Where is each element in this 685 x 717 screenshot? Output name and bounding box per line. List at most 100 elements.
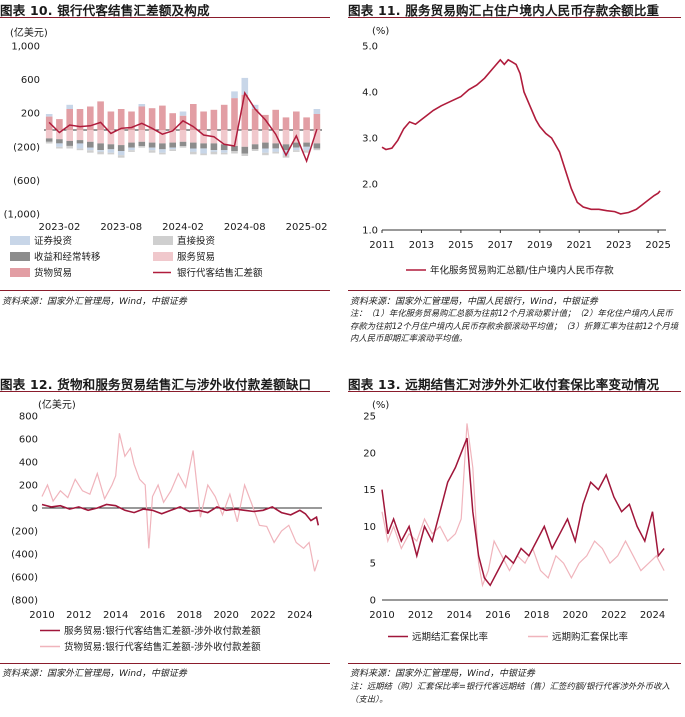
bar-segment (107, 152, 115, 155)
chart-11-plot: (%) 5.0 4.0 3.0 2.0 1.0 2011 2013 2015 2017 2019 20… (362, 26, 671, 277)
bar-segment (87, 130, 94, 142)
x-tick-label: 2018 (177, 610, 202, 621)
forward-settlement-line (381, 437, 665, 587)
panel-chart-13: 图表 13. 远期结售汇对涉外外汇收付套保比率变动情况 (%) 25 20 15 10 5… (348, 374, 685, 717)
bar-segment (169, 149, 176, 151)
bar-segment (128, 147, 135, 151)
bar-segment (107, 144, 115, 150)
bar-segment (97, 150, 104, 152)
bar-segment (66, 140, 73, 146)
bar-segment (200, 111, 207, 130)
bar-segment (190, 104, 197, 130)
bar-segment (282, 144, 290, 151)
bar-segment (117, 145, 125, 151)
bar-segment (117, 155, 125, 158)
bar-segment (138, 141, 146, 146)
bar-segment (200, 143, 207, 149)
y-tick-label: 0 (32, 504, 38, 515)
bar-segment (97, 151, 104, 155)
bottom-rule (0, 663, 330, 664)
legend-swatch (10, 236, 30, 245)
legend-swatch (153, 252, 173, 261)
bar-segment (87, 141, 94, 148)
bar-segment (179, 111, 187, 116)
panel-chart-11: 图表 11. 服务贸易购汇占住户境内人民币存款余额比重 (%) 5.0 4.0 3.0… (348, 0, 685, 360)
bar-segment (313, 130, 321, 144)
x-tick-label: 2016 (485, 610, 510, 621)
y-tick-label: 5 (370, 559, 376, 570)
x-tick-label: 2013 (409, 240, 434, 251)
bar-segment (128, 142, 135, 148)
bar-segment (169, 142, 176, 148)
bar-segment (272, 143, 279, 149)
bar-segment (179, 130, 187, 142)
legend-label: 收益和经常转移 (34, 251, 101, 263)
x-tick-label: 2024 (287, 610, 312, 621)
y-tick-label: 20 (363, 448, 376, 459)
bar-segment (241, 77, 249, 95)
bar-segment (210, 109, 218, 130)
source-text: 资料来源：国家外汇管理局，Wind，中银证券 (2, 297, 187, 307)
bar-segment (262, 142, 269, 149)
legend-label: 货物贸易 (34, 267, 72, 279)
bar-segment (56, 146, 63, 149)
legend-label: 远期结汇套保比率 (412, 631, 489, 643)
bar-segment (272, 109, 279, 130)
y-tick-label: (200) (11, 527, 38, 538)
bar-segment (303, 130, 310, 143)
bar-segment (220, 150, 228, 153)
bar-segment (231, 151, 238, 154)
y-tick-label: 200 (21, 109, 40, 120)
bar-segment (56, 130, 63, 140)
bar-segment (148, 147, 156, 151)
x-tick-label: 2010 (369, 610, 394, 621)
y-tick-label: 800 (19, 412, 38, 423)
bar-segment (293, 142, 300, 148)
bar-segment (241, 146, 249, 154)
bar-segment (148, 108, 156, 130)
bar-segment (66, 130, 73, 141)
panel-chart-10: 图表 10. 银行代客结售汇差额及构成 (亿美元) 1,000 600 200 (200… (0, 0, 334, 310)
panel-chart-12: 图表 12. 货物和服务贸易结售汇与涉外收付款差额缺口 (亿美元) 800 600 4… (0, 374, 334, 717)
bar-segment (313, 114, 321, 130)
ratio-line (381, 58, 661, 215)
y-tick-label: (1,000) (4, 210, 41, 221)
bar-segment (241, 130, 249, 147)
x-tick-label: 2023-08 (100, 222, 142, 233)
legend-label: 直接投资 (177, 235, 216, 247)
bar-segment (262, 148, 269, 153)
legend-label: 服务贸易:银行代客结售汇差额-涉外收付款差额 (64, 625, 261, 637)
y-tick-label: 600 (19, 435, 38, 446)
bar-segment (220, 104, 228, 130)
bar-segment (169, 130, 176, 143)
source-text: 资料来源：国家外汇管理局，中国人民银行，Wind，中银证券 (350, 297, 598, 307)
bar-segment (220, 130, 228, 145)
x-tick-label: 2025 (645, 240, 670, 251)
legend-label: 银行代客结售汇差额 (177, 267, 263, 279)
bar-segment (272, 151, 279, 154)
y-tick-label: 15 (363, 485, 376, 496)
x-tick-label: 2019 (527, 240, 552, 251)
bar-segment (210, 151, 218, 155)
bottom-rule (0, 290, 330, 291)
x-tick-label: 2011 (369, 240, 394, 251)
x-tick-label: 2016 (140, 610, 165, 621)
bar-segment (293, 150, 300, 152)
chart-13-plot: (%)25 20 15 10 5 0 2010 2012 2014 2016 2018 2020 202… (363, 400, 668, 643)
bar-segment (282, 150, 290, 156)
bar-segment (303, 142, 310, 147)
legend-swatch (10, 268, 30, 277)
bar-segment (148, 150, 156, 153)
bar-segment (251, 109, 259, 130)
y-tick-label: 4.0 (362, 88, 378, 99)
bar-segment (159, 130, 166, 144)
x-tick-label: 2010 (29, 610, 54, 621)
chart-title: 图表 10. 银行代客结售汇差额及构成 (0, 3, 210, 18)
bar-segment (190, 130, 197, 143)
bar-segment (148, 142, 156, 148)
bar-segment (282, 117, 290, 130)
unit-label: (亿美元) (10, 26, 48, 39)
bar-segment (231, 91, 238, 99)
bar-segment (107, 149, 115, 153)
bar-segment (159, 152, 166, 155)
